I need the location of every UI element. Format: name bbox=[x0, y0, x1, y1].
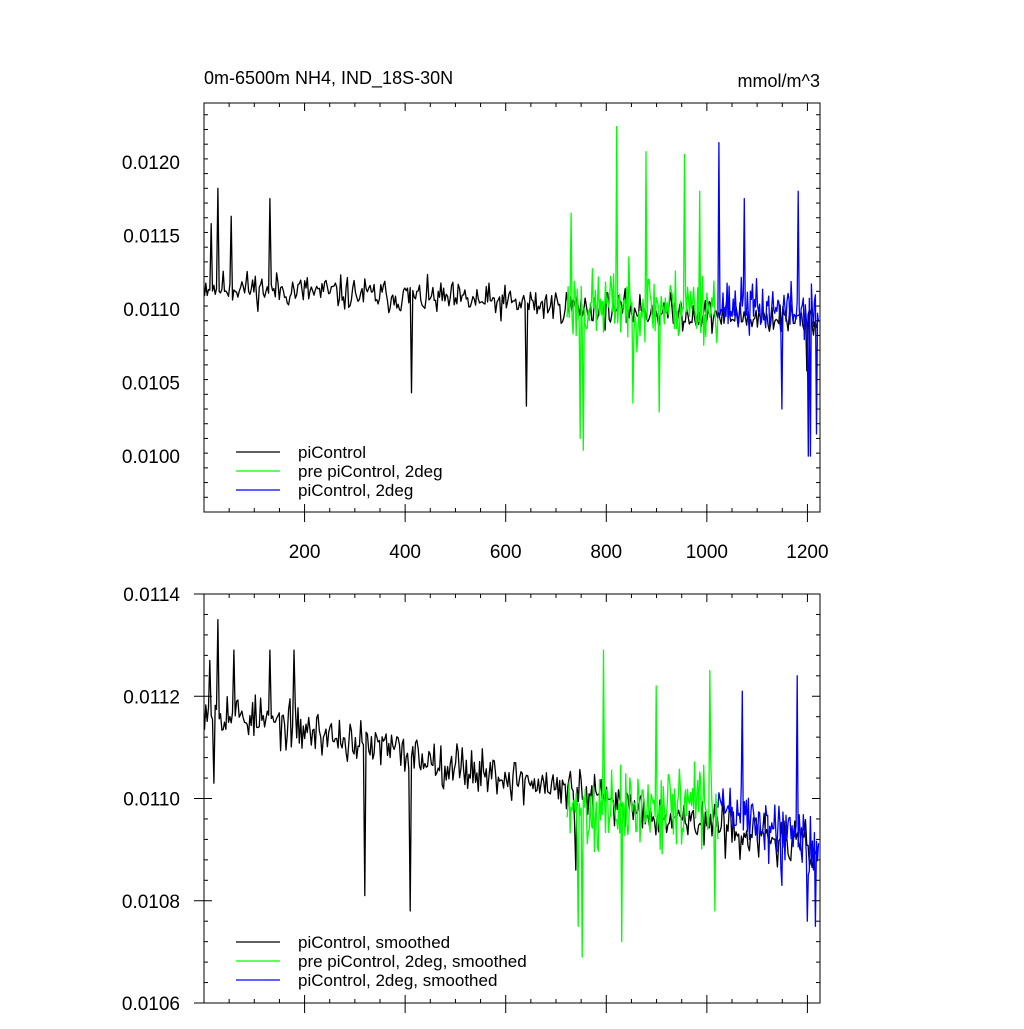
series-line-1 bbox=[566, 125, 719, 451]
series-line-1 bbox=[566, 649, 719, 958]
x-tick-label: 600 bbox=[490, 542, 522, 563]
y-tick-label: 0.0120 bbox=[122, 153, 180, 174]
y-tick-label: 0.0114 bbox=[123, 585, 180, 606]
y-tick-label: 0.0110 bbox=[123, 790, 180, 811]
plot-frame bbox=[203, 102, 821, 513]
legend-label: pre piControl, 2deg, smoothed bbox=[298, 952, 527, 971]
x-tick-label: 1000 bbox=[686, 542, 728, 563]
series-line-0 bbox=[203, 618, 819, 912]
y-tick-label: 0.0115 bbox=[123, 226, 180, 247]
legend-label: piControl, smoothed bbox=[298, 933, 450, 952]
y-tick-label: 0.0106 bbox=[122, 994, 180, 1015]
legend-label: piControl, 2deg, smoothed bbox=[298, 971, 497, 990]
legend-label: piControl bbox=[298, 443, 366, 462]
bottom-panel: 0.0106 0.0108 0.0110 0.0112 0.0114 piControl,… bbox=[122, 585, 821, 1015]
y-tick-label: 0.0108 bbox=[122, 892, 180, 913]
x-tick-label: 200 bbox=[289, 542, 321, 563]
series-line-2 bbox=[717, 142, 820, 457]
legend-label: piControl, 2deg bbox=[298, 481, 413, 500]
units-label: mmol/m^3 bbox=[738, 71, 820, 91]
series-line-2 bbox=[717, 675, 820, 927]
x-tick-label: 800 bbox=[590, 542, 622, 563]
y-tick-label: 0.0112 bbox=[123, 687, 180, 708]
y-tick-label: 0.0110 bbox=[123, 300, 180, 321]
y-tick-label: 0.0100 bbox=[122, 447, 180, 468]
series-line-0 bbox=[203, 187, 819, 407]
y-tick-label: 0.0105 bbox=[122, 374, 180, 395]
x-tick-label: 1200 bbox=[786, 542, 828, 563]
chart-title: 0m-6500m NH4, IND_18S-30N bbox=[204, 68, 453, 89]
x-tick-label: 400 bbox=[389, 542, 421, 563]
top-panel: 0.0100 0.0105 0.0110 0.0115 0.0120 200 400 600 8… bbox=[122, 68, 829, 563]
legend-label: pre piControl, 2deg bbox=[298, 462, 443, 481]
